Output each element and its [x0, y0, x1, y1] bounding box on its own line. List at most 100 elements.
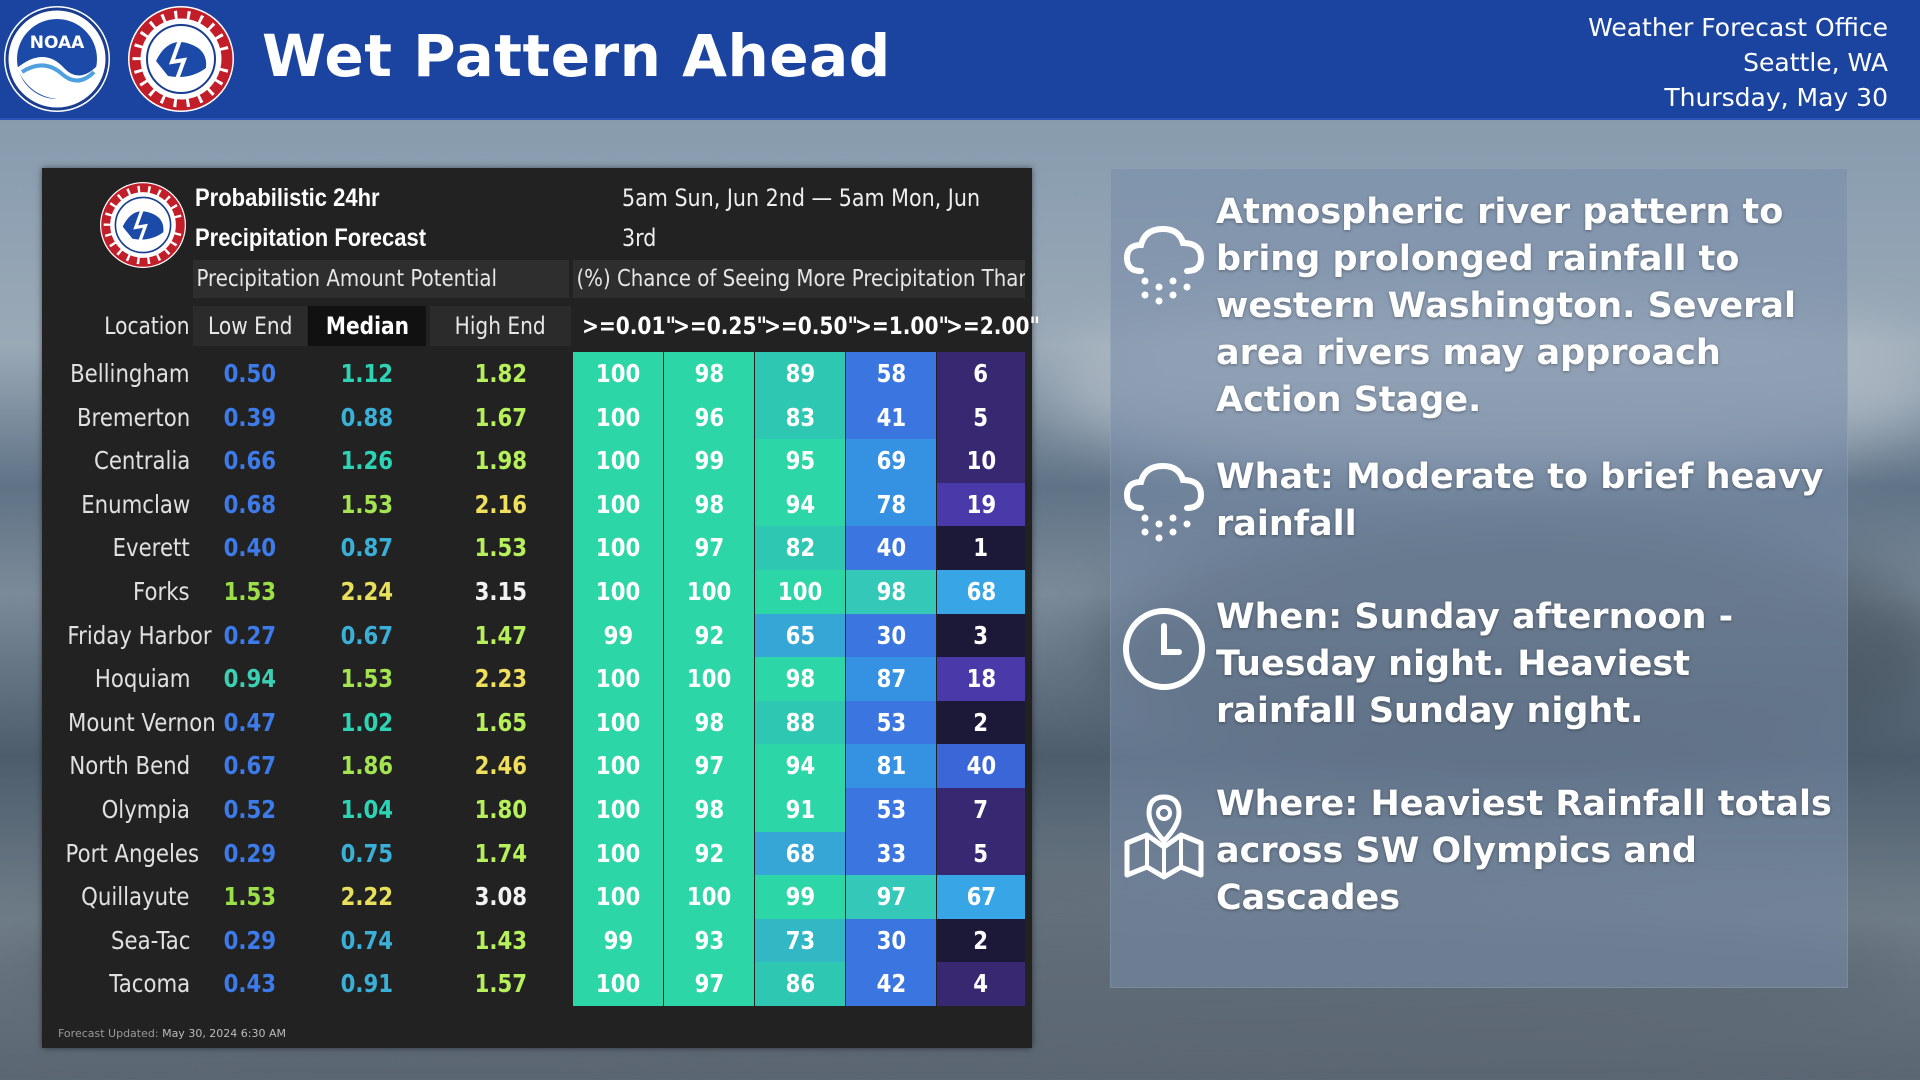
forecast-table-panel: Probabilistic 24hr Precipitation Forecas…	[42, 168, 1040, 1048]
group-header-amount: Precipitation Amount Potential	[193, 260, 569, 298]
table-row: Olympia 0.52 1.04 1.80 100 98 91 53 7	[42, 788, 1025, 832]
table-row: Bremerton 0.39 0.88 1.67 100 96 83 41 5	[42, 395, 1025, 440]
probability-cell: 68	[937, 570, 1025, 614]
office-name: Weather Forecast Office	[1588, 13, 1888, 42]
high-end-cell: 1.98	[474, 446, 527, 476]
location-cell: Bellingham	[70, 359, 190, 388]
probability-cell: 33	[846, 831, 936, 876]
probability-cell: 40	[937, 744, 1025, 788]
issue-date: Thursday, May 30	[1664, 83, 1888, 112]
info-text-what: What: Moderate to brief heavy rainfall	[1216, 457, 1824, 544]
probability-cell: 19	[937, 482, 1025, 527]
probability-cell: 100	[755, 570, 845, 614]
median-cell: 1.02	[340, 707, 394, 737]
location-cell: Forks	[133, 577, 190, 606]
location-cell: Quillayute	[81, 882, 190, 912]
map-pin-icon	[1119, 791, 1209, 881]
low-end-cell: 0.40	[223, 533, 277, 563]
median-cell: 0.91	[340, 969, 394, 999]
median-cell: 0.87	[340, 533, 394, 563]
column-header: Median	[308, 306, 426, 346]
probability-cell: 2	[937, 700, 1025, 745]
office-location: Seattle, WA	[1743, 48, 1888, 77]
probability-cell: 4	[937, 962, 1025, 1006]
table-row: Tacoma 0.43 0.91 1.57 100 97 86 42 4	[42, 962, 1025, 1006]
median-cell: 2.24	[340, 577, 394, 606]
low-end-cell: 0.27	[223, 620, 277, 650]
high-end-cell: 1.43	[474, 925, 527, 955]
high-end-cell: 1.82	[474, 359, 527, 388]
probability-cell: 5	[937, 395, 1025, 440]
probability-cell: 98	[664, 788, 754, 832]
table-row: Forks 1.53 2.24 3.15 100 100 100 98 68	[42, 570, 1025, 614]
probability-cell: 100	[573, 352, 663, 396]
svg-text:NOAA: NOAA	[30, 33, 85, 53]
probability-cell: 30	[846, 613, 936, 658]
probability-cell: 98	[846, 570, 936, 614]
probability-cell: 97	[664, 526, 754, 570]
high-end-cell: 1.57	[474, 969, 527, 999]
probability-cell: 98	[664, 352, 754, 396]
column-header: Location	[104, 312, 190, 340]
probability-cell: 1	[937, 526, 1025, 570]
median-cell: 0.75	[340, 838, 394, 868]
location-cell: Hoquiam	[94, 664, 190, 694]
table-row: Enumclaw 0.68 1.53 2.16 100 98 94 78 19	[42, 482, 1025, 527]
probability-cell: 40	[846, 526, 936, 570]
probability-cell: 65	[755, 613, 845, 658]
forecast-updated-label: Forecast Updated:	[58, 1027, 159, 1040]
page-title: Wet Pattern Ahead	[262, 22, 891, 90]
table-row: Centralia 0.66 1.26 1.98 100 99 95 69 10	[42, 439, 1025, 483]
table-row: Port Angeles 0.29 0.75 1.74 100 92 68 33 5	[42, 831, 1025, 876]
probability-cell: 99	[573, 918, 663, 963]
probability-cell: 83	[755, 395, 845, 440]
location-cell: Everett	[112, 533, 190, 563]
median-cell: 1.86	[340, 751, 394, 781]
high-end-cell: 1.67	[474, 402, 527, 432]
low-end-cell: 0.94	[223, 664, 277, 694]
low-end-cell: 0.39	[223, 402, 277, 432]
info-text-when: When: Sunday afternoon - Tuesday night. …	[1216, 597, 1734, 731]
probability-cell: 30	[846, 918, 936, 963]
forecast-updated: Forecast Updated: May 30, 2024 6:30 AM	[58, 1027, 286, 1040]
probability-cell: 100	[573, 570, 663, 614]
probability-cell: 58	[846, 352, 936, 396]
probability-cell: 100	[573, 657, 663, 701]
median-cell: 0.88	[340, 402, 394, 432]
probability-cell: 81	[846, 744, 936, 788]
probability-cell: 3	[937, 613, 1025, 658]
location-cell: Mount Vernon	[68, 707, 216, 737]
location-cell: Olympia	[101, 795, 190, 824]
column-header: >=2.00"	[945, 312, 1040, 340]
probability-cell: 100	[573, 875, 663, 919]
low-end-cell: 0.52	[223, 795, 277, 824]
probability-cell: 87	[846, 657, 936, 701]
location-cell: Bremerton	[76, 402, 190, 432]
probability-cell: 2	[937, 918, 1025, 963]
median-cell: 1.53	[340, 489, 394, 519]
probability-cell: 99	[573, 613, 663, 658]
info-text-summary: Atmospheric river pattern to bring prolo…	[1216, 192, 1796, 420]
high-end-cell: 1.80	[474, 795, 527, 824]
table-row: Quillayute 1.53 2.22 3.08 100 100 99 97 67	[42, 875, 1025, 919]
low-end-cell: 0.29	[223, 925, 277, 955]
noaa-logo: NOAA	[4, 6, 110, 112]
location-cell: Friday Harbor	[67, 620, 212, 650]
probability-cell: 98	[755, 657, 845, 701]
probability-cell: 97	[664, 744, 754, 788]
probability-cell: 41	[846, 395, 936, 440]
high-end-cell: 2.46	[474, 751, 527, 781]
location-cell: North Bend	[69, 751, 190, 781]
table-row: Bellingham 0.50 1.12 1.82 100 98 89 58 6	[42, 352, 1025, 396]
probability-cell: 99	[664, 439, 754, 483]
info-panel: Atmospheric river pattern to bring prolo…	[1110, 168, 1848, 988]
high-end-cell: 1.53	[474, 533, 527, 563]
probability-cell: 82	[755, 526, 845, 570]
probability-cell: 97	[664, 962, 754, 1006]
high-end-cell: 3.15	[474, 577, 527, 606]
probability-cell: 93	[664, 918, 754, 963]
probability-cell: 100	[573, 700, 663, 745]
low-end-cell: 1.53	[223, 577, 277, 606]
high-end-cell: 1.47	[474, 620, 527, 650]
forecast-period: 5am Sun, Jun 2nd — 5am Mon, Jun 3rd	[622, 184, 981, 252]
